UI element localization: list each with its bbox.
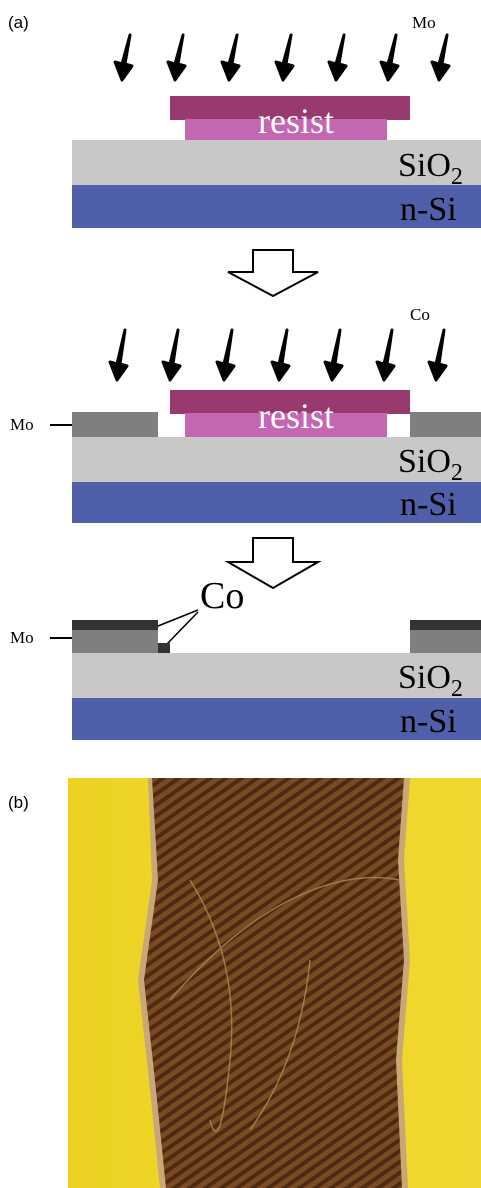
flux-arrow bbox=[432, 35, 449, 80]
panel-label: (b) bbox=[8, 793, 29, 812]
side-label: Mo bbox=[10, 628, 34, 647]
flux-arrow bbox=[110, 330, 127, 380]
panel-label: (a) bbox=[8, 13, 29, 32]
flux-arrow bbox=[381, 35, 398, 80]
step-arrow bbox=[228, 250, 318, 296]
flux-arrow bbox=[429, 330, 446, 380]
deposit-label: Co bbox=[200, 575, 244, 617]
flux-arrow bbox=[276, 35, 293, 80]
co-layer bbox=[72, 620, 158, 630]
mo-block bbox=[72, 630, 158, 653]
flux-arrow bbox=[325, 330, 342, 380]
figure: (a) Mo resist SiO2 n-Si Co resist Mo SiO… bbox=[0, 0, 481, 1188]
resist-label: resist bbox=[258, 396, 334, 436]
flux-arrow bbox=[329, 35, 346, 80]
mo-block bbox=[72, 412, 158, 437]
side-label: Mo bbox=[10, 415, 34, 434]
flux-arrow bbox=[272, 330, 289, 380]
flux-arrow bbox=[217, 330, 234, 380]
co-layer bbox=[410, 620, 481, 630]
flux-arrow bbox=[163, 330, 180, 380]
source-label: Co bbox=[410, 305, 430, 324]
flux-arrow bbox=[222, 35, 239, 80]
substrate-label: n-Si bbox=[400, 191, 457, 228]
source-label: Mo bbox=[412, 13, 436, 32]
flux-arrow bbox=[115, 35, 132, 80]
arrow-row bbox=[115, 35, 449, 80]
flux-arrow bbox=[168, 35, 185, 80]
afm-image bbox=[68, 778, 481, 1188]
mo-block bbox=[410, 630, 481, 653]
resist-label: resist bbox=[258, 101, 334, 141]
mo-block bbox=[410, 412, 481, 437]
flux-arrow bbox=[377, 330, 394, 380]
arrow-row bbox=[110, 330, 446, 380]
substrate-label: n-Si bbox=[400, 703, 457, 740]
co-deposit bbox=[158, 643, 170, 653]
substrate-label: n-Si bbox=[400, 486, 457, 523]
